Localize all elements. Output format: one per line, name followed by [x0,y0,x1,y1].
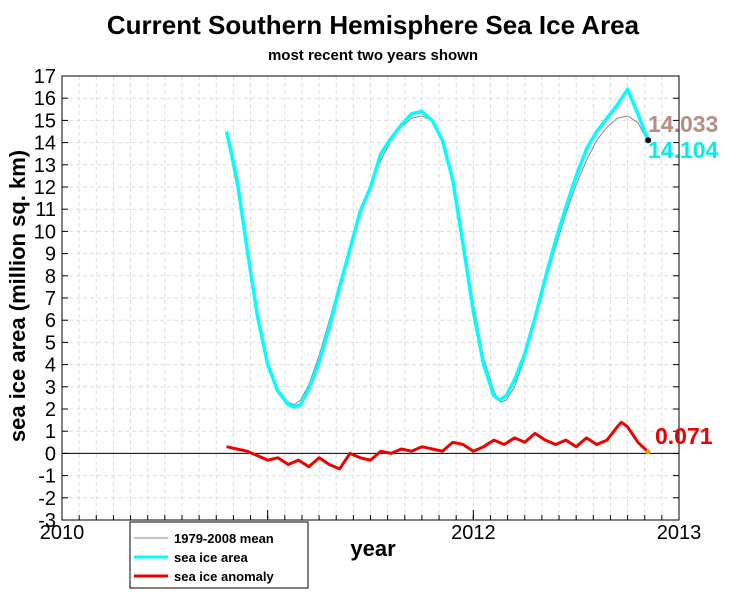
y-tick-label: -3 [38,510,56,532]
series-area-line [224,87,650,409]
area-end-marker [645,137,652,144]
y-tick-label: 7 [45,288,56,310]
series-layer [224,87,652,471]
y-tick-label: 1 [45,421,56,443]
y-tick-label: 12 [34,177,56,199]
end-label-area: 14.104 [648,137,719,163]
x-tick-label: 2012 [451,522,496,544]
plot-frame [61,75,680,521]
chart-title: Current Southern Hemisphere Sea Ice Area [107,10,640,40]
legend-label-anomaly: sea ice anomaly [174,569,274,584]
legend: 1979-2008 mean sea ice area sea ice anom… [129,521,309,589]
x-tick-label: 2013 [657,522,702,544]
y-tick-label: 3 [45,377,56,399]
x-tick-label: 2010 [40,522,85,544]
y-tick-label: 5 [45,332,56,354]
y-tick-label: 17 [34,66,56,88]
y-tick-label: 13 [34,155,56,177]
y-tick-label: 11 [35,199,56,221]
y-tick-label: -2 [38,488,56,510]
y-axis-label: sea ice area (million sq. km) [5,150,30,442]
end-label-mean: 14.033 [648,111,718,137]
y-tick-label: 14 [34,133,56,155]
y-tick-label: 15 [34,110,56,132]
end-label-anomaly: 0.071 [655,423,713,449]
anomaly-end-marker [645,449,651,455]
y-tick-label: 2 [45,399,56,421]
legend-label-area: sea ice area [174,550,249,565]
y-tick-label: 4 [45,355,56,377]
y-tick-label: 8 [45,266,56,288]
y-tick-label: 10 [34,221,56,243]
y-tick-label: 6 [45,310,56,332]
axis-layer [61,75,680,521]
tick-layer: -3-2-10123456789101112131415161720102011… [34,66,702,544]
y-tick-label: -1 [38,466,56,488]
x-axis-label: year [350,536,396,561]
y-tick-label: 0 [45,443,56,465]
y-tick-label: 16 [34,88,56,110]
legend-label-mean: 1979-2008 mean [174,531,274,546]
y-tick-label: 9 [45,244,56,266]
chart-subtitle: most recent two years shown [268,47,478,64]
series-anomaly-line [226,420,650,471]
series-mean-line [226,115,649,406]
